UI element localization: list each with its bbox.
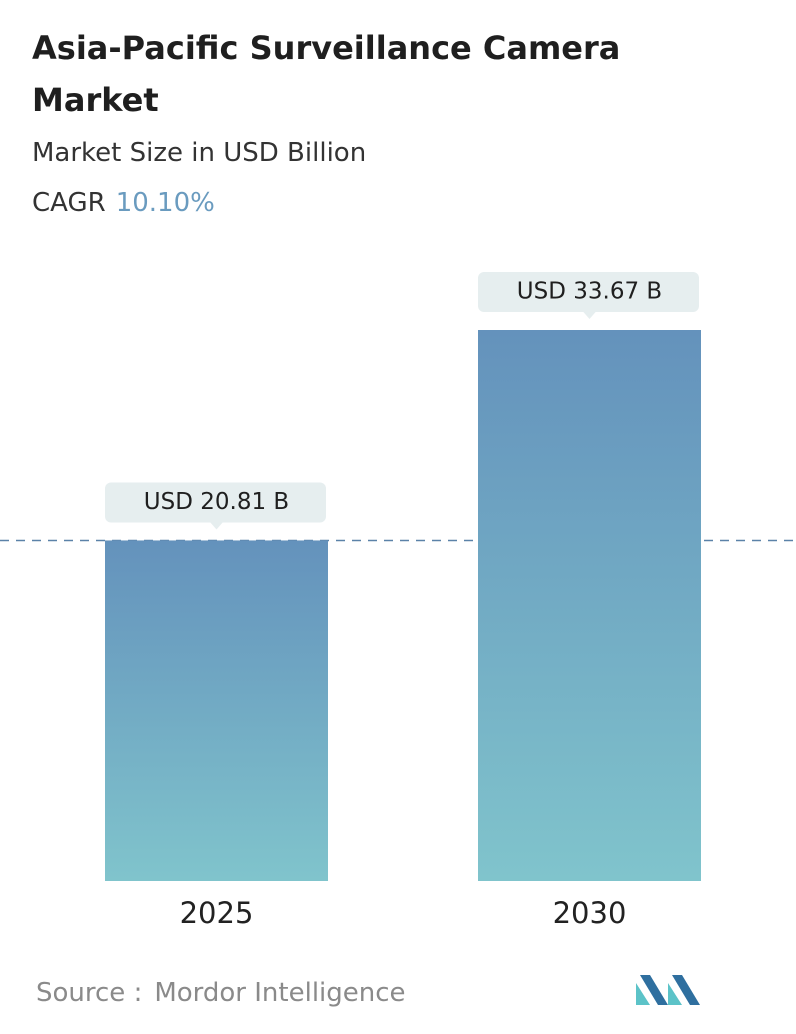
source-label: Source : [36,978,143,1008]
source-name: Mordor Intelligence [154,978,406,1008]
cagr: CAGR 10.10% [32,188,215,218]
source: Source : Mordor Intelligence [36,978,406,1008]
logo [636,975,700,1005]
cagr-value: 10.10% [115,188,215,218]
value-label-box [105,482,326,523]
value-label-pointer [209,521,224,530]
value-label-pointer [582,311,597,319]
value-label: USD 20.81 B [144,489,289,515]
x-tick-label: 2025 [180,896,254,930]
value-label: USD 33.67 B [517,279,662,305]
cagr-label: CAGR [32,188,106,218]
bar [478,330,701,881]
bar [105,540,328,881]
chart-subtitle: Market Size in USD Billion [32,138,367,168]
value-label-box [478,272,699,312]
x-tick-label: 2030 [553,896,627,930]
chart-title: Asia-Pacific Surveillance Camera Market [32,29,621,119]
